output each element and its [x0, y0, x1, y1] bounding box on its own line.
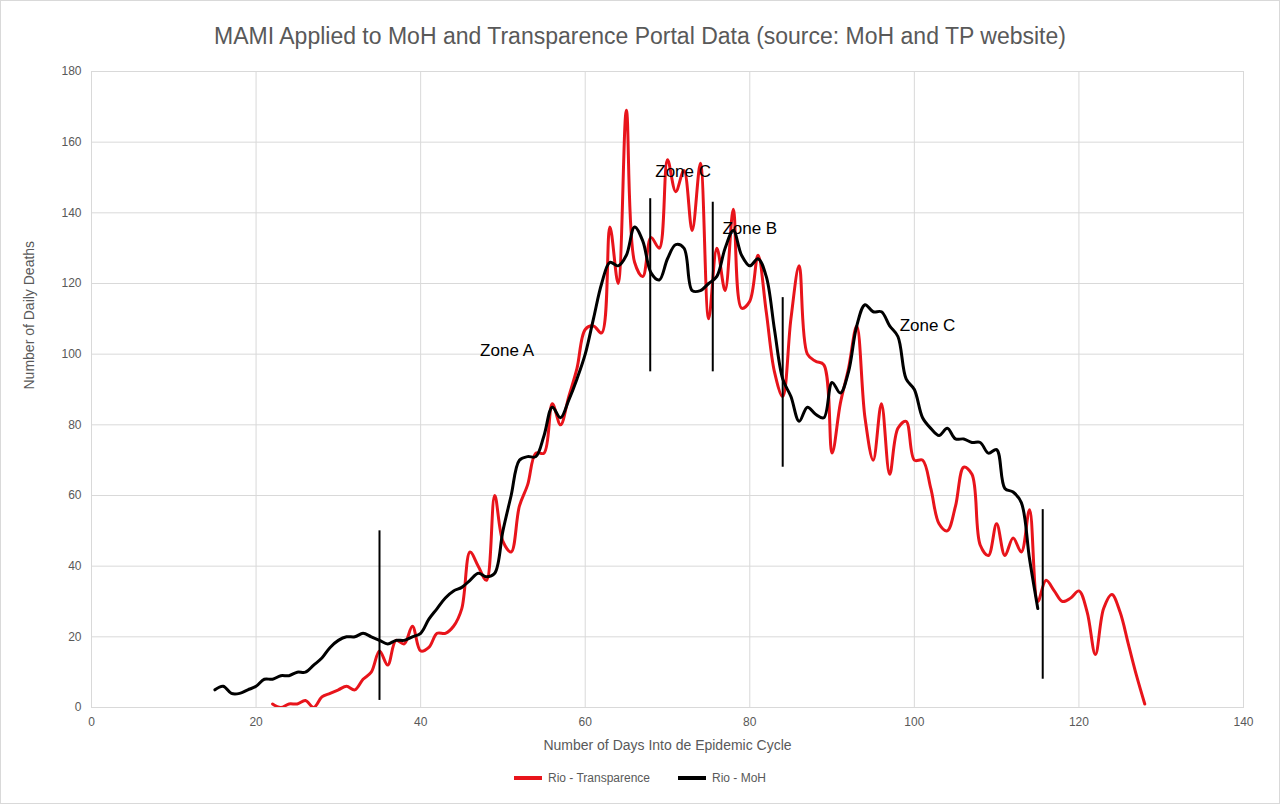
svg-text:180: 180 — [61, 64, 81, 78]
svg-text:Number of Daily Deaths: Number of Daily Deaths — [21, 241, 37, 390]
svg-text:0: 0 — [75, 700, 82, 714]
svg-text:100: 100 — [61, 347, 81, 361]
svg-text:80: 80 — [743, 715, 757, 729]
svg-text:Zone C: Zone C — [655, 162, 711, 181]
svg-text:140: 140 — [1233, 715, 1253, 729]
svg-text:0: 0 — [88, 715, 95, 729]
svg-text:Zone B: Zone B — [722, 219, 777, 238]
html-text:MAMI Applied to MoH and Transp: MAMI Applied to MoH and Transparence Por… — [214, 23, 1066, 49]
svg-text:60: 60 — [579, 715, 593, 729]
html-text:Rio - Transparence: Rio - Transparence — [548, 771, 650, 785]
svg-text:40: 40 — [68, 559, 82, 573]
svg-text:120: 120 — [61, 276, 81, 290]
svg-text:40: 40 — [414, 715, 428, 729]
html-text:Rio - MoH: Rio - MoH — [712, 771, 766, 785]
svg-text:60: 60 — [68, 488, 82, 502]
svg-text:120: 120 — [1069, 715, 1089, 729]
svg-text:140: 140 — [61, 206, 81, 220]
svg-text:160: 160 — [61, 135, 81, 149]
svg-text:100: 100 — [904, 715, 924, 729]
svg-text:Zone A: Zone A — [480, 341, 535, 360]
svg-text:Number of Days Into de Epidemi: Number of Days Into de Epidemic Cycle — [543, 737, 791, 753]
svg-text:Zone C: Zone C — [900, 316, 956, 335]
svg-text:80: 80 — [68, 418, 82, 432]
svg-text:20: 20 — [68, 630, 82, 644]
svg-text:20: 20 — [249, 715, 263, 729]
